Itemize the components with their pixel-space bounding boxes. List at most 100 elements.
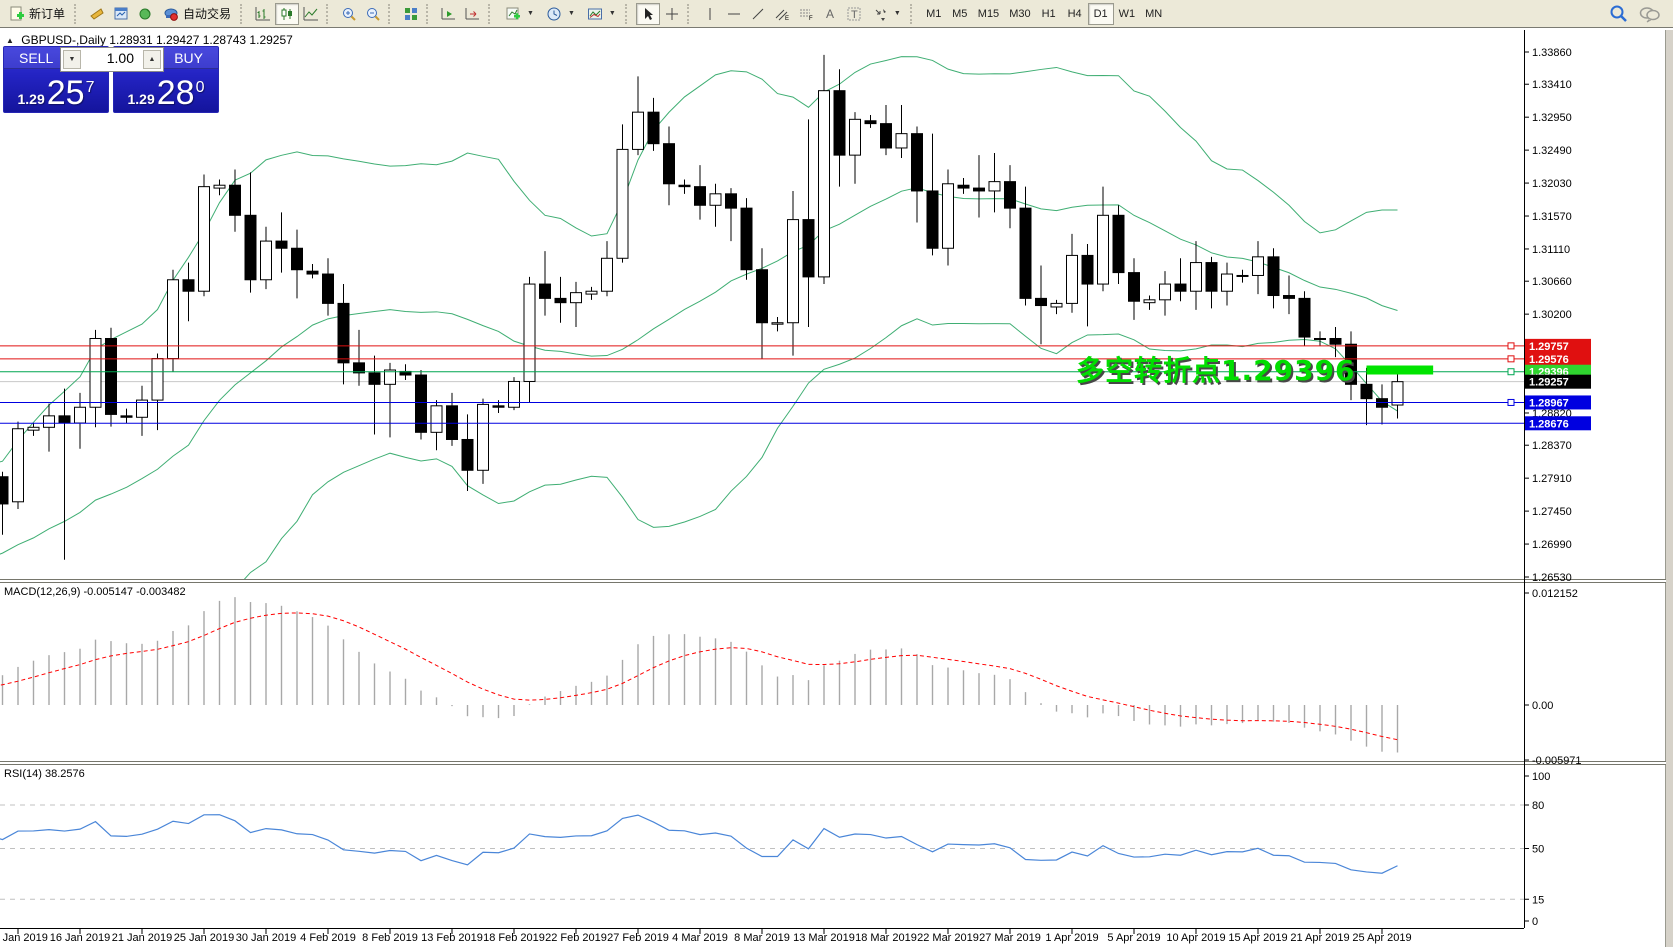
text-label-icon: T [847, 7, 861, 21]
svg-text:0.012152: 0.012152 [1532, 588, 1578, 600]
annotation-text: 多空转折点1.29396 [1076, 354, 1356, 387]
svg-text:18 Feb 2019: 18 Feb 2019 [483, 932, 545, 944]
svg-text:11 Jan 2019: 11 Jan 2019 [0, 932, 48, 944]
svg-text:1.27910: 1.27910 [1532, 473, 1572, 485]
trendline-button[interactable] [746, 3, 770, 25]
cursor-icon [644, 7, 653, 20]
buy-price: 1.29 28 0 [114, 76, 218, 110]
svg-text:1.30660: 1.30660 [1532, 276, 1572, 288]
toolbar-grip [388, 3, 396, 24]
search-icon[interactable] [1609, 4, 1629, 24]
svg-text:-0.005971: -0.005971 [1532, 755, 1582, 767]
auto-scroll-button[interactable] [437, 3, 461, 25]
volume-spinner: ▼ 1.00 ▲ [60, 47, 164, 72]
periods-button[interactable]: ▼ [540, 3, 581, 25]
cursor-button[interactable] [635, 2, 660, 25]
text-label-button[interactable]: T [842, 3, 866, 25]
zoom-in-button[interactable] [337, 3, 361, 25]
line-chart-button[interactable] [299, 3, 323, 25]
trendline-icon [752, 8, 764, 19]
timeframe-h1-button[interactable]: H1 [1036, 3, 1062, 25]
svg-text:8 Feb 2019: 8 Feb 2019 [362, 932, 418, 944]
chat-icon[interactable] [1639, 5, 1661, 23]
svg-text:1.29257: 1.29257 [1529, 377, 1569, 389]
sell-price-sup: 7 [85, 79, 95, 96]
market-watch-button[interactable] [85, 3, 109, 25]
svg-text:5 Apr 2019: 5 Apr 2019 [1107, 932, 1160, 944]
candlestick-chart-button[interactable] [275, 2, 300, 25]
zoom-out-icon [367, 7, 380, 21]
chart-shift-button[interactable] [461, 3, 485, 25]
svg-text:A: A [826, 7, 834, 21]
volume-input[interactable]: 1.00 [106, 50, 134, 66]
svg-text:18 Mar 2019: 18 Mar 2019 [855, 932, 917, 944]
auto-scroll-icon [441, 7, 456, 19]
timeframe-m30-button[interactable]: M30 [1004, 3, 1035, 25]
timeframe-d1-button[interactable]: D1 [1087, 2, 1114, 25]
autotrading-button[interactable]: 自动交易 [157, 3, 237, 25]
toolbar-grip [624, 3, 633, 24]
tile-windows-button[interactable] [399, 3, 423, 25]
svg-text:15 Apr 2019: 15 Apr 2019 [1228, 932, 1287, 944]
templates-button[interactable]: ▼ [581, 3, 622, 25]
bar-chart-button[interactable] [251, 3, 275, 25]
svg-text:1.33860: 1.33860 [1532, 47, 1572, 59]
svg-text:30 Jan 2019: 30 Jan 2019 [236, 932, 297, 944]
volume-decrease-button[interactable]: ▼ [63, 50, 81, 69]
sell-price-small: 1.29 [17, 91, 45, 107]
buy-price-big: 28 [156, 74, 195, 112]
arrows-button[interactable]: ▼ [866, 3, 907, 25]
toolbar: 新订单 自动交易 [0, 0, 1673, 28]
buy-price-sup: 0 [195, 79, 205, 96]
indicators-icon [506, 7, 521, 19]
trade-band [1366, 365, 1434, 375]
svg-text:1.28676: 1.28676 [1529, 418, 1569, 430]
text-button[interactable]: A [818, 3, 842, 25]
svg-text:1.27450: 1.27450 [1532, 506, 1572, 518]
market-watch-icon [90, 7, 104, 20]
autotrading-label: 自动交易 [183, 7, 232, 21]
svg-text:1.32030: 1.32030 [1532, 178, 1572, 190]
rsi-label: RSI(14) 38.2576 [4, 768, 85, 780]
vertical-line-icon [709, 7, 711, 20]
timeframe-mn-button[interactable]: MN [1140, 3, 1167, 25]
data-window-button[interactable] [109, 3, 133, 25]
volume-increase-button[interactable]: ▲ [143, 50, 161, 69]
navigator-button[interactable] [133, 3, 157, 25]
candles-layer [0, 54, 1404, 560]
svg-text:0: 0 [1532, 916, 1538, 928]
chart-shift-icon [465, 7, 480, 19]
svg-text:25 Jan 2019: 25 Jan 2019 [174, 932, 235, 944]
svg-text:1 Apr 2019: 1 Apr 2019 [1045, 932, 1098, 944]
svg-text:1.28967: 1.28967 [1529, 397, 1569, 409]
fibonacci-button[interactable]: F [794, 3, 818, 25]
toolbar-grip [426, 3, 434, 24]
templates-icon [587, 8, 602, 19]
crosshair-button[interactable] [660, 3, 684, 25]
timeframe-m5-button[interactable]: M5 [947, 3, 973, 25]
new-order-button[interactable]: 新订单 [3, 3, 71, 25]
indicators-button[interactable]: ▼ [499, 3, 540, 25]
svg-text:16 Jan 2019: 16 Jan 2019 [50, 932, 111, 944]
svg-text:27 Mar 2019: 27 Mar 2019 [979, 932, 1041, 944]
svg-text:22 Feb 2019: 22 Feb 2019 [545, 932, 607, 944]
autotrading-icon [164, 8, 178, 21]
horizontal-line-button[interactable] [722, 3, 746, 25]
svg-text:80: 80 [1532, 800, 1544, 812]
data-window-icon [114, 7, 128, 19]
zoom-out-button[interactable] [361, 3, 385, 25]
timeframe-m1-button[interactable]: M1 [921, 3, 947, 25]
svg-text:15: 15 [1532, 894, 1544, 906]
timeframe-h4-button[interactable]: H4 [1062, 3, 1088, 25]
svg-text:22 Mar 2019: 22 Mar 2019 [917, 932, 979, 944]
dropdown-arrow-icon: ▼ [567, 10, 575, 17]
timeframe-w1-button[interactable]: W1 [1114, 3, 1141, 25]
vertical-line-button[interactable] [698, 3, 722, 25]
timeframe-m15-button[interactable]: M15 [973, 3, 1004, 25]
buy-price-small: 1.29 [127, 91, 155, 107]
arrows-icon [875, 8, 886, 21]
equidistant-channel-button[interactable]: E [770, 3, 794, 25]
buy-label: BUY [174, 50, 203, 66]
